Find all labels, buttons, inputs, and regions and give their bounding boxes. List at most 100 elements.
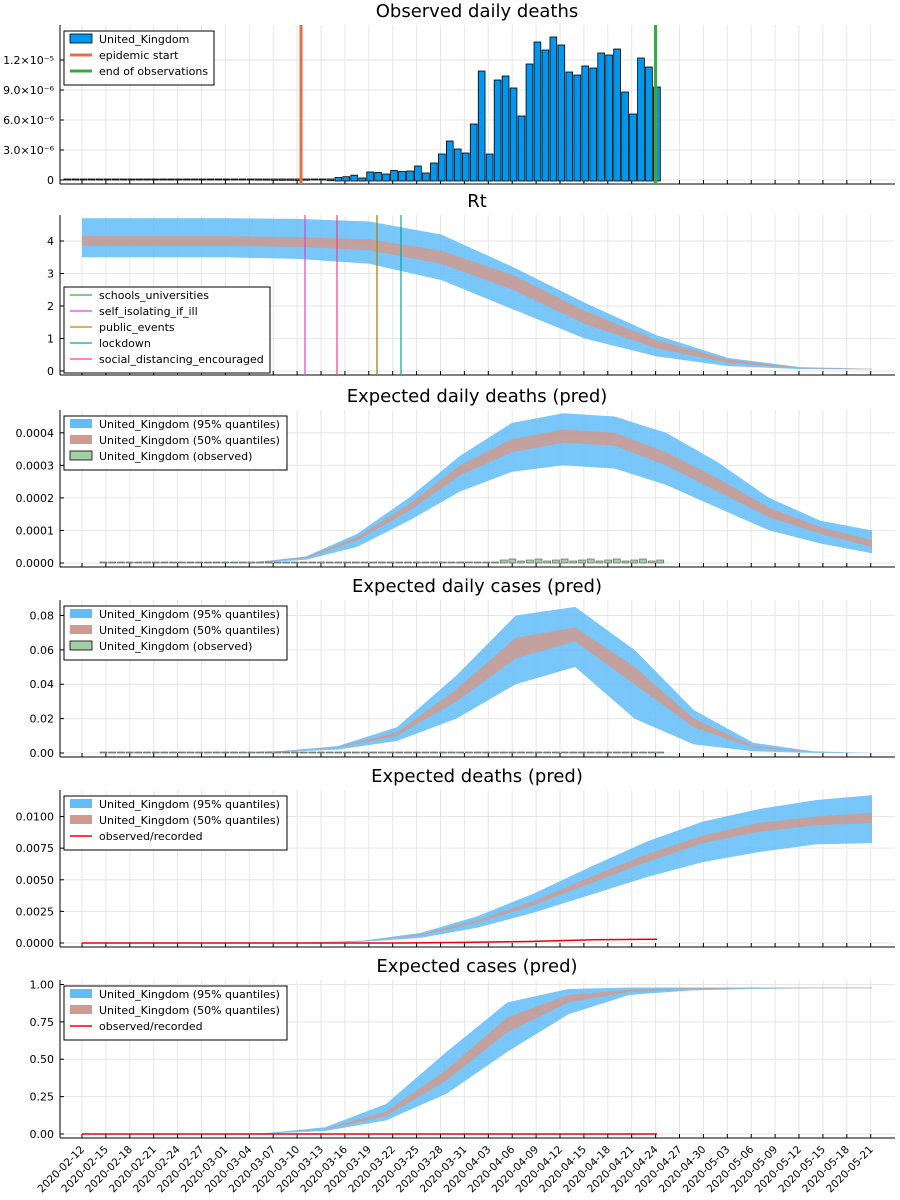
legend-box	[63, 605, 288, 661]
observed-bar	[221, 561, 230, 564]
observed-bar	[325, 751, 334, 754]
observed-bar	[369, 561, 378, 564]
bar	[111, 178, 119, 181]
bar	[358, 177, 366, 182]
y-tick-label: 0	[47, 174, 54, 187]
bar	[613, 48, 621, 182]
bar	[214, 178, 223, 181]
legend-label: self_isolating_if_ill	[99, 305, 198, 318]
y-tick-label: 0.0050	[16, 874, 55, 887]
bar	[230, 178, 239, 181]
legend-label: United_Kingdom (95% quantiles)	[99, 798, 280, 811]
legend-label: United_Kingdom (50% quantiles)	[99, 624, 280, 637]
observed-bar	[508, 558, 517, 564]
observed-bar	[395, 751, 404, 754]
bar	[79, 178, 88, 181]
bar	[501, 75, 510, 182]
bar	[183, 178, 191, 181]
bar	[318, 178, 327, 181]
observed-bar	[238, 561, 247, 564]
observed-bar	[343, 751, 351, 754]
y-tick-label: 3	[47, 268, 54, 281]
observed-bar	[247, 751, 256, 754]
bar	[222, 178, 231, 181]
observed-bar	[351, 561, 360, 564]
bar	[414, 165, 422, 182]
observed-bar	[465, 561, 473, 564]
observed-bar	[212, 751, 221, 754]
observed-bar	[386, 561, 395, 564]
observed-bar	[456, 751, 465, 754]
bar	[525, 63, 534, 182]
observed-bar	[491, 561, 499, 564]
observed-bar	[160, 751, 169, 754]
observed-bar	[299, 561, 308, 564]
bar	[246, 178, 255, 181]
y-tick-label: 0.04	[30, 678, 55, 691]
bar	[453, 148, 462, 182]
bar	[262, 178, 271, 181]
legend: United_Kingdom (95% quantiles) United_Kin…	[63, 605, 288, 661]
observed-bar	[178, 561, 186, 564]
bar	[238, 178, 247, 181]
observed-bar	[134, 561, 143, 564]
bar	[119, 178, 127, 181]
observed-bar	[621, 751, 630, 754]
legend: United_Kingdom (95% quantiles) United_Kin…	[63, 415, 288, 471]
bar	[206, 178, 215, 181]
y-tick-label: 0.00	[30, 1128, 55, 1141]
band-50	[82, 812, 872, 943]
bar	[103, 178, 112, 181]
bar	[493, 79, 502, 182]
bar	[71, 178, 80, 181]
bar	[621, 91, 629, 182]
observed-bar	[473, 561, 482, 564]
legend-swatch	[70, 419, 92, 428]
y-tick-label: 0.0004	[16, 427, 55, 440]
y-tick-label: 0.0100	[16, 811, 55, 824]
observed-bar	[560, 558, 569, 564]
observed-bar	[508, 751, 517, 754]
observed-bar	[186, 751, 195, 754]
bar	[374, 172, 382, 182]
legend-swatch	[69, 640, 93, 651]
observed-bar	[412, 561, 421, 564]
panel-title: Expected cases (pred)	[376, 956, 577, 977]
y-tick-label: 0.0003	[16, 459, 55, 472]
legend-label: United_Kingdom (50% quantiles)	[99, 814, 280, 827]
observed-bar	[169, 751, 177, 754]
legend-label: epidemic start	[99, 49, 179, 62]
observed-bar	[595, 560, 604, 564]
observed-bar	[108, 561, 116, 564]
observed-bar	[569, 751, 578, 754]
observed-bar	[630, 751, 639, 754]
observed-bar	[378, 561, 386, 564]
legend-swatch	[70, 609, 92, 618]
y-tick-label: 0.50	[30, 1053, 55, 1066]
bar	[87, 178, 96, 181]
y-tick-label: 0.25	[30, 1091, 55, 1104]
bar	[581, 65, 590, 182]
bar	[159, 178, 167, 181]
bar	[350, 174, 358, 182]
bar	[310, 178, 319, 181]
legend-swatch	[70, 799, 92, 808]
observed-bar	[604, 751, 612, 754]
bar	[151, 178, 159, 181]
y-tick-label: 1.00	[30, 978, 55, 991]
observed-bar	[421, 751, 430, 754]
observed-bar	[308, 561, 317, 564]
observed-bar	[499, 751, 508, 754]
y-tick-label: 9.0×10⁻⁶	[3, 84, 55, 97]
observed-bar	[525, 559, 534, 564]
observed-bar	[517, 751, 525, 754]
observed-bar	[465, 751, 473, 754]
observed-bar	[264, 751, 273, 754]
bar	[398, 171, 406, 182]
bar	[549, 36, 558, 182]
observed-bar	[369, 751, 378, 754]
observed-bar	[560, 751, 569, 754]
observed-bar	[108, 751, 116, 754]
panel-6: Expected cases (pred) 0.00 0.25 0.50 0.75 1.0…	[30, 956, 895, 1141]
